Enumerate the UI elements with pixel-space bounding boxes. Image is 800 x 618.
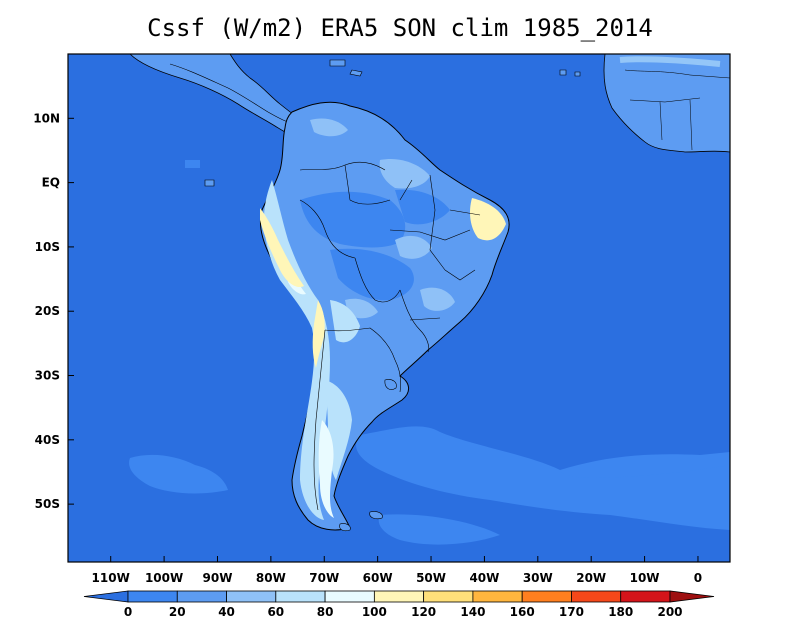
map-title: Cssf (W/m2) ERA5 SON clim 1985_2014 <box>147 14 653 42</box>
map-frame <box>67 53 731 563</box>
colorbar-box <box>176 590 227 603</box>
colorbar-box <box>324 590 375 603</box>
colorbar-max-triangle <box>669 590 715 603</box>
colorbar-label: 160 <box>510 605 535 618</box>
colorbar-label: 180 <box>608 605 633 618</box>
y-tick-label: 50S <box>35 497 60 511</box>
colorbar-label: 0 <box>124 605 132 618</box>
colorbar-box <box>521 590 572 603</box>
x-tick-label: 70W <box>309 571 339 585</box>
africa-west <box>603 54 730 153</box>
x-tick-label: 30W <box>523 571 553 585</box>
colorbar-box <box>472 590 523 603</box>
y-tick-label: 10N <box>33 111 60 125</box>
y-tick-label: EQ <box>42 176 60 190</box>
y-tick-label: 20S <box>35 304 60 318</box>
colorbar-box <box>373 590 425 603</box>
x-tick-label: 90W <box>203 571 233 585</box>
x-tick-label: 80W <box>256 571 286 585</box>
x-tick-label: 40W <box>469 571 499 585</box>
y-tick-label: 10S <box>35 240 60 254</box>
colorbar-box <box>571 590 622 603</box>
x-axis: 110W 100W 90W 80W 70W 60W 50W 40W 30W 20W 10W 0 <box>92 556 702 585</box>
colorbar-label: 80 <box>317 605 334 618</box>
x-tick-label: 60W <box>363 571 393 585</box>
x-tick-label: 0 <box>694 571 702 585</box>
x-tick-label: 50W <box>416 571 446 585</box>
y-tick-label: 40S <box>35 433 60 447</box>
colorbar-label: 200 <box>657 605 682 618</box>
colorbar-label: 120 <box>411 605 436 618</box>
colorbar: 0 20 40 60 80 100 120 140 160 170 180 200 <box>83 590 715 618</box>
x-tick-label: 100W <box>145 571 183 585</box>
southern-ocean-patches <box>129 160 730 545</box>
y-axis: 10N EQ 10S 20S 30S 40S 50S <box>33 111 74 511</box>
colorbar-box <box>127 590 178 603</box>
colorbar-label: 20 <box>169 605 186 618</box>
colorbar-box <box>620 590 671 603</box>
colorbar-label: 100 <box>362 605 387 618</box>
y-tick-label: 30S <box>35 369 60 383</box>
colorbar-label: 60 <box>267 605 284 618</box>
high-flux-regions <box>260 198 506 368</box>
islands <box>204 69 581 532</box>
colorbar-label: 40 <box>218 605 235 618</box>
colorbar-box <box>423 590 474 603</box>
x-tick-label: 20W <box>576 571 606 585</box>
colorbar-box <box>275 590 326 603</box>
colorbar-box <box>226 590 277 603</box>
x-tick-label: 10W <box>630 571 660 585</box>
country-borders <box>299 161 481 511</box>
x-tick-label: 110W <box>92 571 130 585</box>
colorbar-label: 140 <box>460 605 485 618</box>
colorbar-min-triangle <box>83 590 129 603</box>
colorbar-label: 170 <box>559 605 584 618</box>
brazil-light-region <box>310 118 455 319</box>
